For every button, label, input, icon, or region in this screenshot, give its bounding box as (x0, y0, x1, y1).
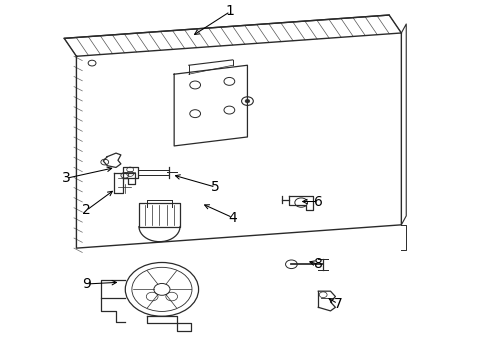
Text: 4: 4 (228, 211, 237, 225)
Text: 3: 3 (62, 171, 71, 185)
Text: 5: 5 (211, 180, 220, 194)
Text: 8: 8 (314, 257, 323, 271)
Circle shape (245, 99, 250, 103)
Text: 6: 6 (314, 194, 323, 208)
Text: 1: 1 (226, 4, 235, 18)
Text: 2: 2 (82, 203, 91, 217)
Text: 7: 7 (334, 297, 342, 311)
Text: 9: 9 (82, 277, 91, 291)
